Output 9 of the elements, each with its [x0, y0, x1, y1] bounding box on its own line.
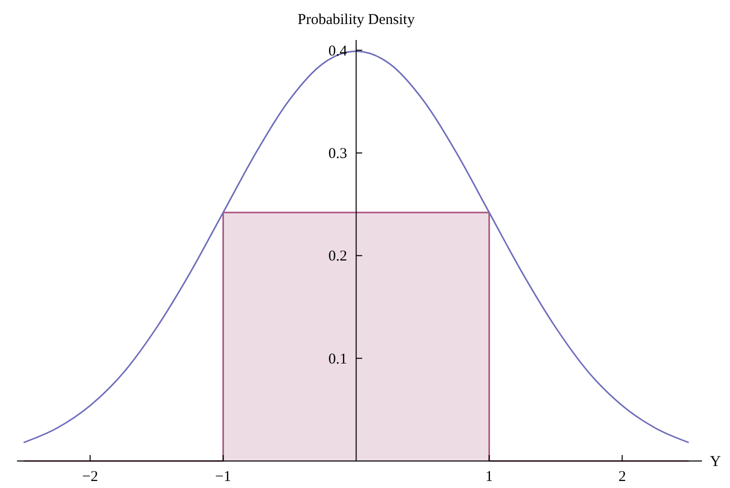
- chart-title: Probability Density: [298, 12, 416, 28]
- y-tick-label: 0.3: [328, 146, 348, 162]
- x-tick-label: −1: [215, 469, 232, 485]
- x-tick-label: 2: [618, 469, 626, 485]
- x-axis-title: Y: [710, 454, 721, 470]
- y-tick-label: 0.1: [328, 351, 348, 368]
- x-tick-label: 1: [485, 469, 493, 485]
- y-tick-label: 0.2: [328, 248, 348, 265]
- x-tick-label: −2: [82, 469, 98, 485]
